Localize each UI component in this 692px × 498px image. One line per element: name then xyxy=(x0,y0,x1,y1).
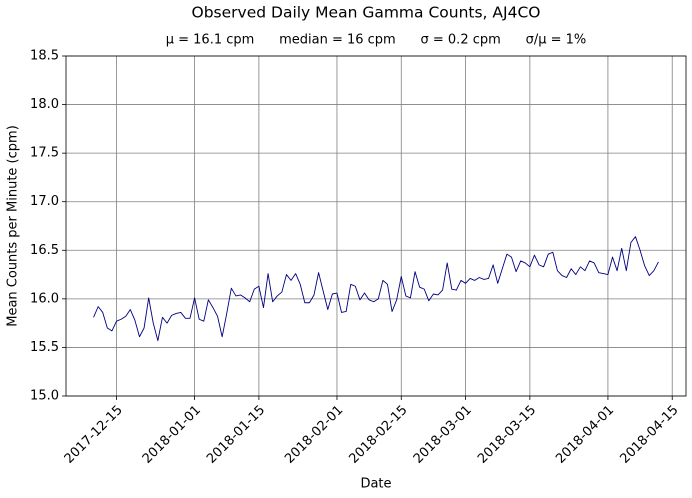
x-axis-label: Date xyxy=(360,477,391,492)
x-tick-label: 2018-03-15 xyxy=(475,403,539,467)
y-axis-label: Mean Counts per Minute (cpm) xyxy=(6,125,21,327)
x-tick-label: 2018-03-01 xyxy=(411,403,475,467)
chart-title: Observed Daily Mean Gamma Counts, AJ4CO xyxy=(192,4,541,22)
plot-frame xyxy=(65,55,687,397)
y-tick-label: 17.5 xyxy=(30,146,59,161)
x-tick-label: 2018-02-15 xyxy=(347,403,411,467)
y-tick-label: 16.5 xyxy=(30,243,59,258)
x-tick-label: 2018-02-01 xyxy=(282,403,346,467)
y-tick-label: 17.0 xyxy=(30,194,59,209)
x-tick-label: 2018-04-15 xyxy=(617,403,681,467)
x-tick-label: 2018-01-01 xyxy=(140,403,204,467)
y-tick-label: 15.0 xyxy=(30,389,59,404)
x-tick-label: 2018-01-15 xyxy=(204,403,268,467)
y-tick-label: 15.5 xyxy=(30,340,59,355)
y-tick-label: 16.0 xyxy=(30,291,59,306)
y-tick-label: 18.0 xyxy=(30,97,59,112)
data-line xyxy=(93,236,659,342)
x-tick-label: 2017-12-15 xyxy=(62,403,126,467)
y-tick-label: 18.5 xyxy=(30,49,59,64)
x-tick-label: 2018-04-01 xyxy=(553,403,617,467)
chart-subtitle: μ = 16.1 cpm median = 16 cpm σ = 0.2 cpm… xyxy=(166,33,587,48)
